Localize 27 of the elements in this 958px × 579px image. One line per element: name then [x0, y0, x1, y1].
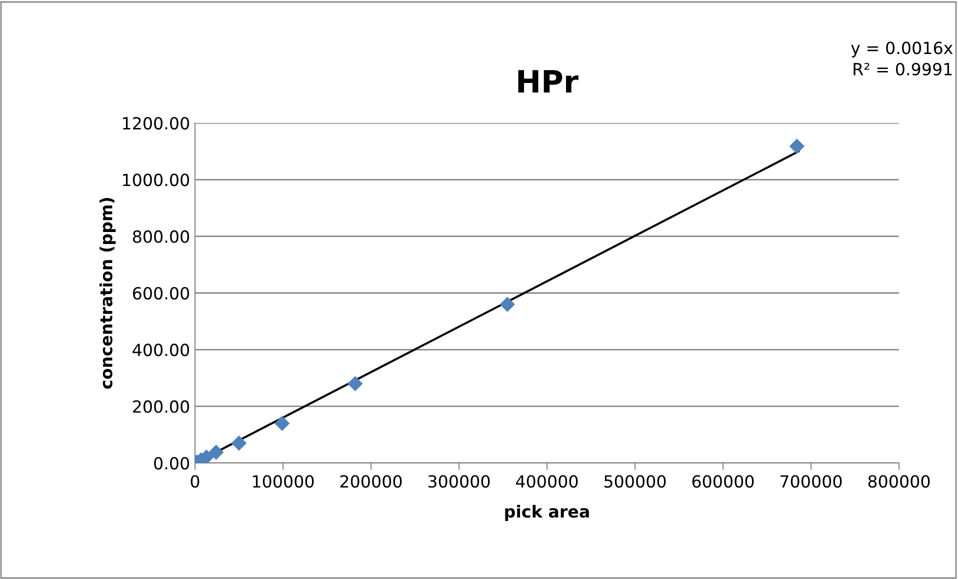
x-tick-label: 400000: [516, 475, 578, 488]
y-tick-label: 1200.00: [123, 116, 190, 130]
chart-title: HPr: [518, 70, 578, 92]
y-tick-label: 0.00: [154, 456, 190, 470]
point: [500, 296, 516, 312]
y-tick-label: 1000.00: [123, 174, 190, 186]
x-axis-title: pick area: [505, 504, 589, 521]
text: y = 0.0016x: [851, 42, 953, 58]
text: R² = 0.9991: [854, 62, 952, 76]
point: [789, 138, 805, 154]
x-tick-label: 600000: [692, 475, 754, 488]
point: [348, 376, 363, 392]
x-tick-label: 500000: [604, 475, 666, 488]
y-tick-label: 400.00: [132, 344, 190, 356]
y-tick-label: 600.00: [132, 286, 190, 300]
x-tick-label: 0: [190, 475, 200, 488]
x-tick-label: 200000: [340, 475, 402, 488]
y-tick-label: 200.00: [133, 400, 190, 413]
x-tick-label: 300000: [428, 475, 490, 488]
y-tick-label: 800.00: [132, 230, 190, 243]
y-axis-title: concentration (ppm): [100, 198, 116, 389]
point: [231, 436, 247, 451]
x-tick-label: 700000: [780, 475, 842, 488]
x-tick-label: 800000: [868, 475, 930, 488]
x-tick-label: 100000: [253, 475, 314, 488]
point: [208, 444, 224, 460]
point: [274, 416, 290, 431]
